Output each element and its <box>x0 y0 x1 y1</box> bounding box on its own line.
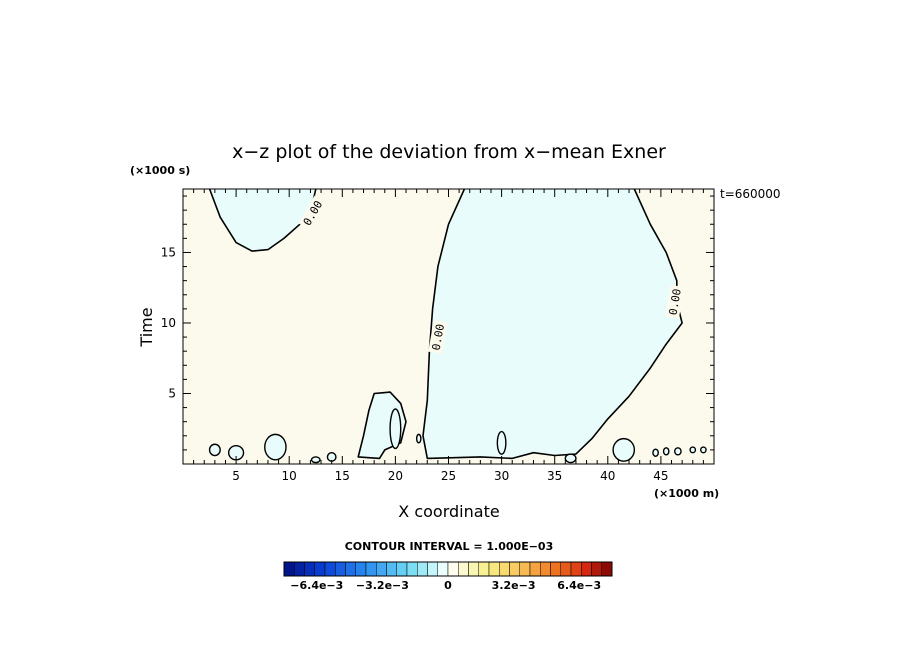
y-tick-label: 5 <box>168 386 176 400</box>
contour-cell-14 <box>564 453 577 464</box>
contour-cell-3 <box>264 433 287 461</box>
colorbar-labels: −6.4e−3 −3.2e−3 0 3.2e−3 6.4e−3 <box>290 579 601 592</box>
contour-cell-11 <box>674 447 682 456</box>
contour-label-2: 0.00 <box>430 323 447 351</box>
negative-region-1 <box>209 189 316 252</box>
colorbar-swatch <box>499 561 510 577</box>
contour-cell-10 <box>662 447 670 456</box>
x-tick-label: 10 <box>282 469 297 483</box>
colorbar-tick-label: −3.2e−3 <box>356 579 409 592</box>
contour-interval-text: CONTOUR INTERVAL = 1.000E−03 <box>345 540 554 553</box>
zero-contours: 0.000.000.00 <box>208 188 685 460</box>
colorbar-swatch <box>488 561 500 577</box>
contour-cell-9 <box>652 448 659 457</box>
x-tick-label: 20 <box>388 469 403 483</box>
colorbar-swatch <box>365 561 377 577</box>
colorbar-swatch <box>406 561 418 577</box>
colorbar <box>283 561 613 577</box>
colorbar-swatch <box>437 561 449 577</box>
colorbar-swatch <box>458 561 469 577</box>
colorbar-swatch <box>591 561 602 577</box>
contour-cell-6 <box>415 433 422 444</box>
colorbar-swatch <box>529 561 541 577</box>
contour-cell-13 <box>700 446 707 454</box>
x-unit-label: (×1000 m) <box>654 487 719 500</box>
contour-label-bg-3 <box>665 284 685 319</box>
colorbar-swatch <box>447 561 459 577</box>
colorbar-swatch <box>314 561 326 577</box>
colorbar-swatch <box>283 561 295 577</box>
contour-cell-8 <box>612 437 636 462</box>
small-contour-cells <box>208 408 707 464</box>
colorbar-swatch <box>519 561 531 577</box>
colorbar-swatch <box>294 561 305 577</box>
colorbar-swatch <box>478 561 490 577</box>
chart-title: x−z plot of the deviation from x−mean Ex… <box>232 141 666 163</box>
colorbar-tick-label: −6.4e−3 <box>290 579 343 592</box>
y-axis-label: Time <box>137 307 156 347</box>
zero-contour-line-3 <box>357 391 407 460</box>
contour-label-3: 0.00 <box>666 288 683 316</box>
colorbar-swatch <box>509 561 520 577</box>
y-unit-label: (×1000 s) <box>130 164 190 177</box>
colorbar-swatch <box>355 561 367 577</box>
colorbar-tick-label: 6.4e−3 <box>557 579 601 592</box>
x-tick-label: 5 <box>232 469 240 483</box>
colorbar-swatch <box>376 561 387 577</box>
colorbar-swatch <box>570 561 582 577</box>
colorbar-swatch <box>550 561 561 577</box>
colorbar-swatch <box>427 561 438 577</box>
contour-cell-1 <box>208 443 221 457</box>
colorbar-frame <box>283 561 613 577</box>
y-tick-label: 10 <box>161 316 176 330</box>
colorbar-swatch <box>324 561 336 577</box>
negative-regions <box>209 189 683 459</box>
x-tick-label: 45 <box>653 469 668 483</box>
x-tick-label: 35 <box>547 469 562 483</box>
negative-region-2 <box>423 189 683 459</box>
colorbar-swatch <box>468 561 479 577</box>
colorbar-tick-label: 3.2e−3 <box>492 579 536 592</box>
plot-area: 0.000.000.00 <box>182 188 715 465</box>
colorbar-swatch <box>386 561 397 577</box>
y-tick-label: 15 <box>161 245 176 259</box>
colorbar-swatch <box>304 561 315 577</box>
colorbar-swatch <box>581 561 592 577</box>
x-axis: 5 10 15 20 25 30 35 40 45 <box>193 189 704 483</box>
colorbar-swatch <box>560 561 572 577</box>
contour-cell-12 <box>689 446 697 454</box>
colorbar-swatch <box>335 561 346 577</box>
colorbar-swatch <box>417 561 428 577</box>
x-tick-label: 25 <box>441 469 456 483</box>
x-tick-label: 15 <box>335 469 350 483</box>
contour-cell-4 <box>326 452 337 462</box>
contour-cell-5 <box>389 408 402 450</box>
contour-label-bg-2 <box>428 320 448 355</box>
x-axis-label: X coordinate <box>398 502 499 521</box>
x-tick-label: 30 <box>494 469 509 483</box>
colorbar-swatch <box>345 561 356 577</box>
contour-label-bg-1 <box>298 195 327 231</box>
time-stamp: t=660000 <box>720 187 781 201</box>
x-tick-label: 40 <box>600 469 615 483</box>
colorbar-tick-label: 0 <box>444 579 452 592</box>
colorbar-swatch <box>601 561 613 577</box>
colorbar-swatch <box>396 561 408 577</box>
contour-cell-15 <box>310 456 321 464</box>
colorbar-swatch <box>540 561 551 577</box>
contour-cell-7 <box>496 430 507 455</box>
y-axis: 5 10 15 <box>161 195 714 451</box>
